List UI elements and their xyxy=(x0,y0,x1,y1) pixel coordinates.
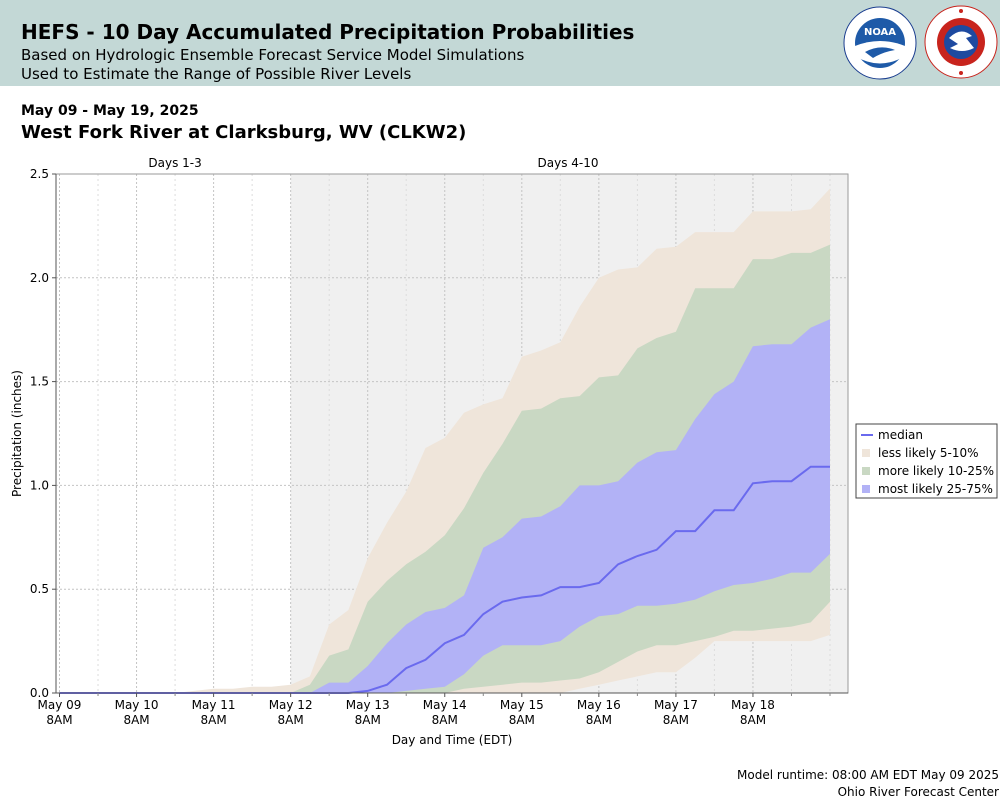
forecast-center: Ohio River Forecast Center xyxy=(837,785,999,799)
date-range: May 09 - May 19, 2025 xyxy=(21,103,199,119)
y-tick-label: 2.5 xyxy=(30,167,49,181)
x-tick-label-time: 8AM xyxy=(123,713,149,727)
legend-label: less likely 5-10% xyxy=(878,446,979,460)
x-tick-label-time: 8AM xyxy=(355,713,381,727)
x-tick-label-date: May 16 xyxy=(577,698,621,712)
subtitle-line-2: Used to Estimate the Range of Possible R… xyxy=(21,65,412,83)
legend-label: more likely 10-25% xyxy=(878,464,994,478)
y-tick-label: 0.0 xyxy=(30,686,49,700)
page-title: HEFS - 10 Day Accumulated Precipitation … xyxy=(21,20,635,44)
y-axis-title: Precipitation (inches) xyxy=(10,370,24,497)
x-tick-label-time: 8AM xyxy=(586,713,612,727)
x-tick-label-time: 8AM xyxy=(509,713,535,727)
x-tick-label-time: 8AM xyxy=(432,713,458,727)
x-tick-label-date: May 12 xyxy=(269,698,313,712)
y-tick-label: 1.5 xyxy=(30,375,49,389)
x-tick-label-time: 8AM xyxy=(740,713,766,727)
x-tick-label-date: May 13 xyxy=(346,698,390,712)
x-tick-label-date: May 15 xyxy=(500,698,544,712)
legend-box xyxy=(855,423,998,499)
legend-label: most likely 25-75% xyxy=(878,482,993,496)
legend-label: median xyxy=(878,428,923,442)
y-tick-label: 2.0 xyxy=(30,271,49,285)
model-runtime: Model runtime: 08:00 AM EDT May 09 2025 xyxy=(737,768,999,782)
region-label: Days 1-3 xyxy=(148,156,201,170)
y-tick-label: 0.5 xyxy=(30,582,49,596)
noaa-logo: NOAA xyxy=(843,6,917,80)
legend-swatch xyxy=(862,485,870,493)
x-tick-label-time: 8AM xyxy=(46,713,72,727)
x-tick-label-date: May 10 xyxy=(115,698,159,712)
x-tick-label-date: May 17 xyxy=(654,698,698,712)
x-tick-label-time: 8AM xyxy=(278,713,304,727)
header-banner: HEFS - 10 Day Accumulated Precipitation … xyxy=(0,0,1000,86)
x-tick-label-time: 8AM xyxy=(663,713,689,727)
legend-swatch xyxy=(862,449,870,457)
x-axis-title: Day and Time (EDT) xyxy=(392,733,513,747)
x-tick-label-time: 8AM xyxy=(200,713,226,727)
station-name: West Fork River at Clarksburg, WV (CLKW2… xyxy=(21,122,467,143)
x-tick-label-date: May 09 xyxy=(38,698,82,712)
x-tick-label-date: May 11 xyxy=(192,698,236,712)
y-tick-label: 1.0 xyxy=(30,478,49,492)
subtitle-line-1: Based on Hydrologic Ensemble Forecast Se… xyxy=(21,46,525,64)
nws-logo xyxy=(924,5,998,79)
region-label: Days 4-10 xyxy=(538,156,599,170)
noaa-logo-text: NOAA xyxy=(864,27,896,38)
band-most-likely xyxy=(59,319,830,693)
x-tick-label-date: May 14 xyxy=(423,698,467,712)
x-tick-label-date: May 18 xyxy=(731,698,775,712)
legend-swatch xyxy=(862,467,870,475)
